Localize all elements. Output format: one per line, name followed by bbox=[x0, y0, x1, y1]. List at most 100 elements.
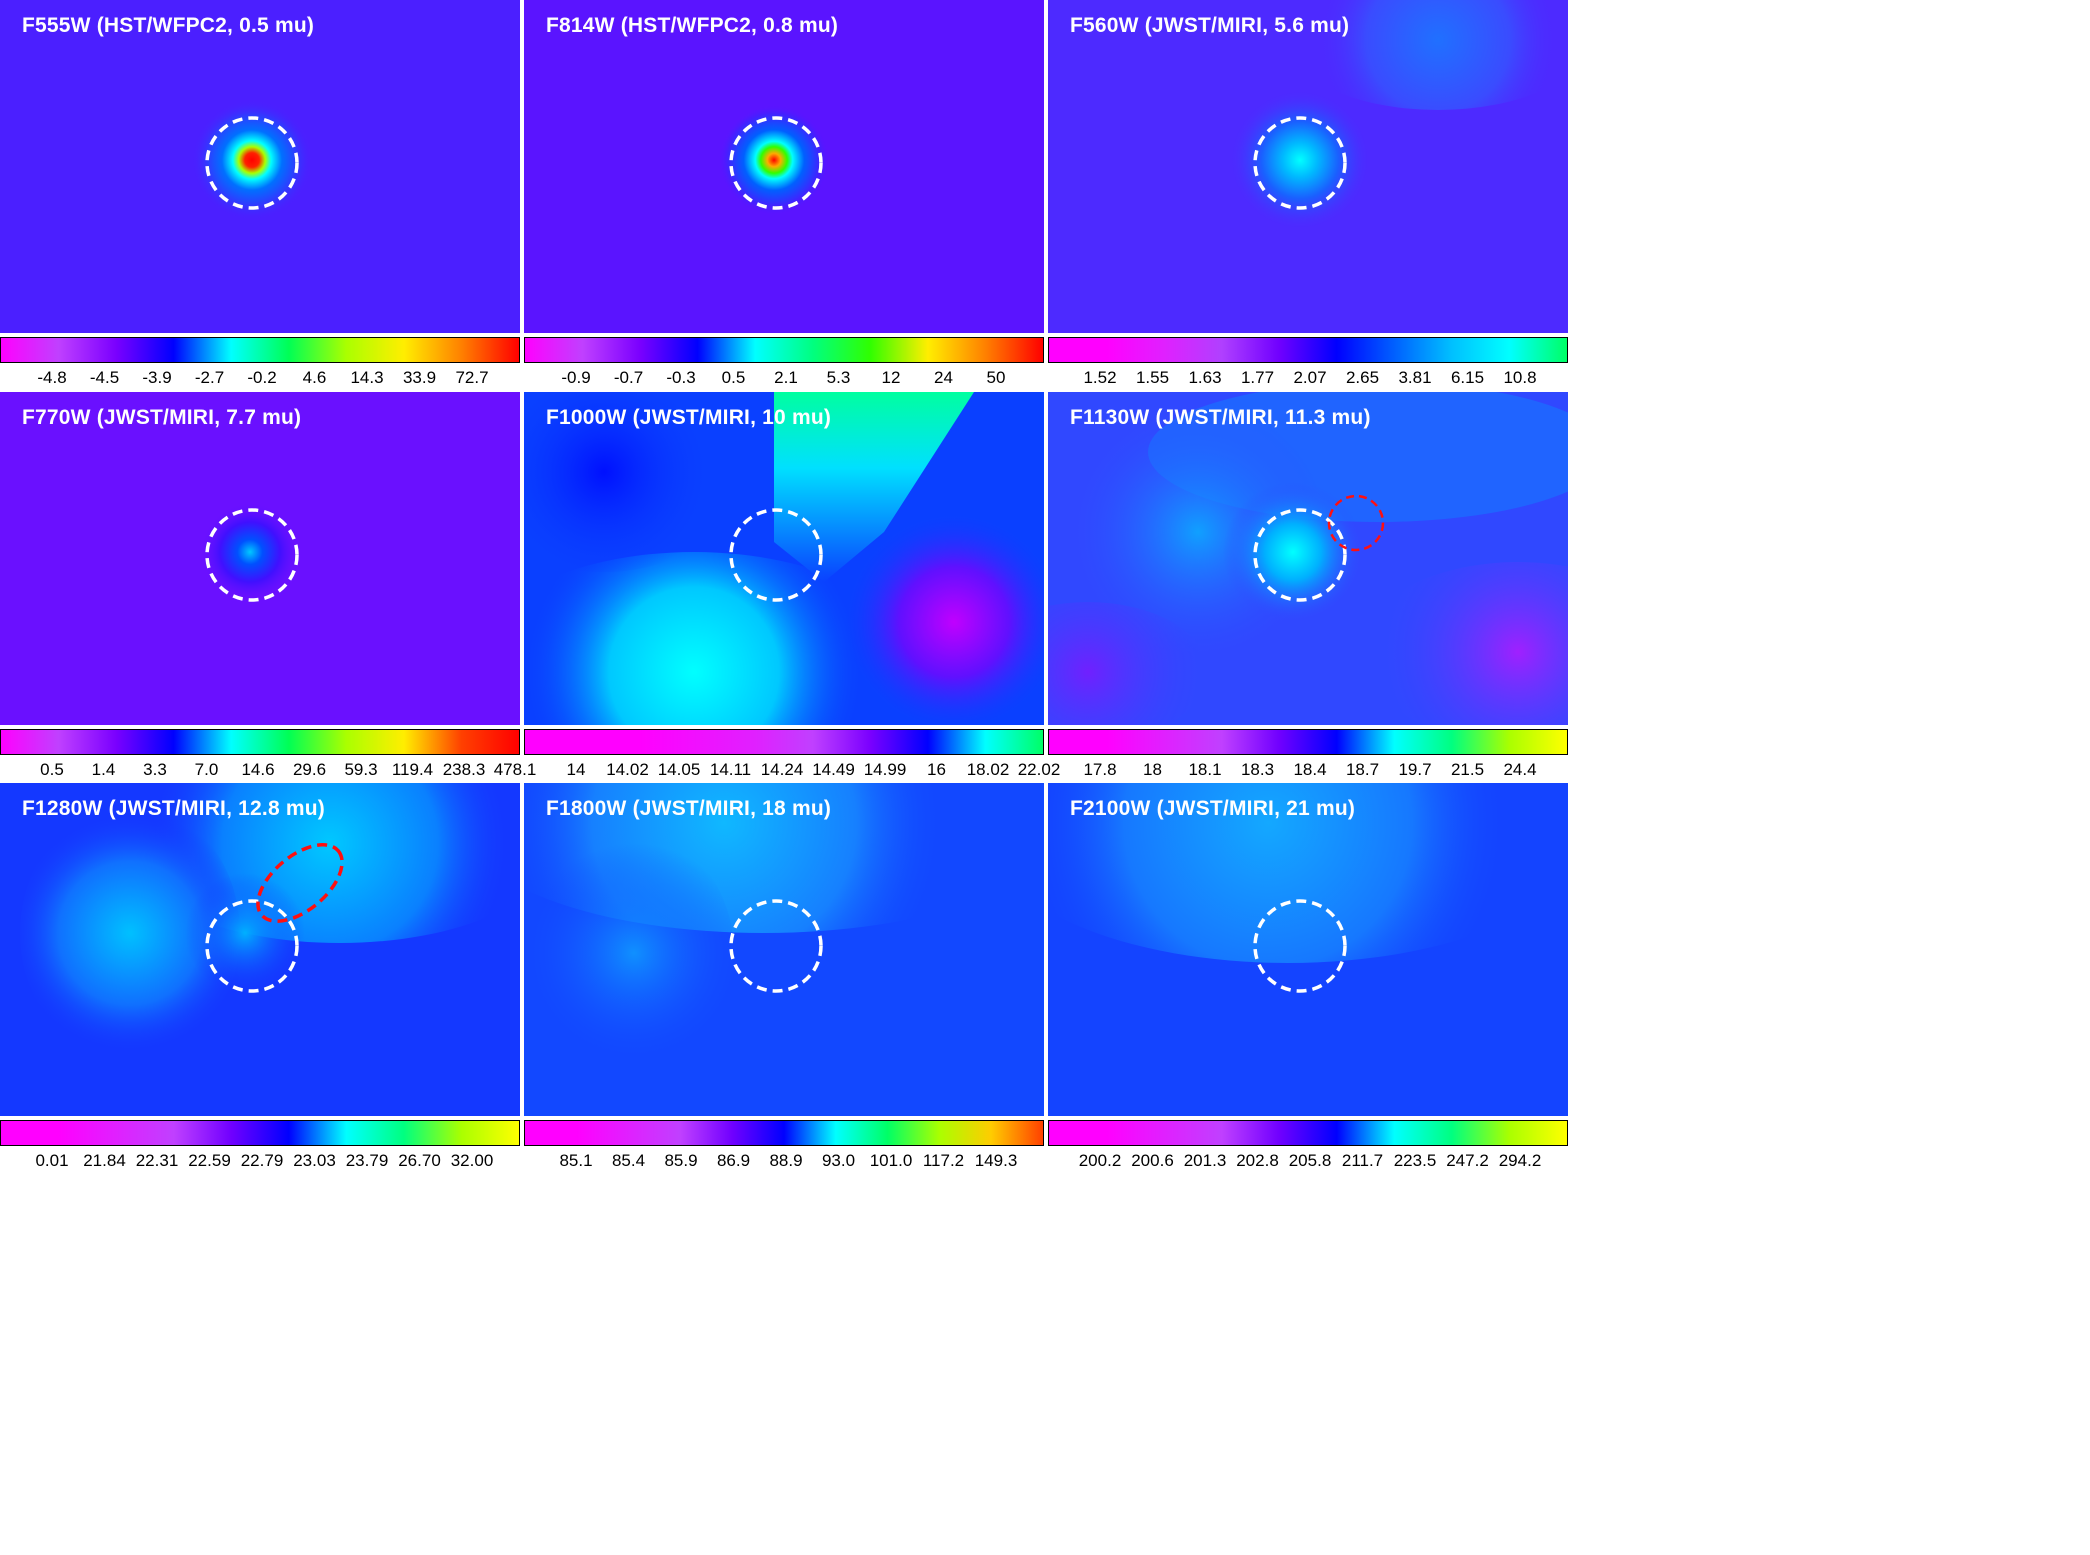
diffuse-emission bbox=[1048, 783, 1568, 963]
colorbar-tick-label: 294.2 bbox=[1498, 1151, 1542, 1170]
colorbar-ticks: 17.8 18 18.1 18.3 18.4 18.7 19.7 21.5 24.4 bbox=[1048, 760, 1568, 786]
colorbar bbox=[0, 337, 520, 363]
dim-region bbox=[1358, 562, 1568, 725]
dim-region bbox=[1048, 602, 1208, 725]
colorbar-tick-label: 101.0 bbox=[869, 1151, 913, 1170]
colorbar-tick-label: 21.84 bbox=[83, 1151, 126, 1170]
source-emission bbox=[1230, 90, 1370, 230]
colorbar-tick-label: 223.5 bbox=[1393, 1151, 1437, 1170]
aperture-circle bbox=[1253, 899, 1347, 993]
colorbar-tick-label: 23.03 bbox=[293, 1151, 336, 1170]
colorbar-tick-label: 32.00 bbox=[450, 1151, 494, 1170]
colorbar-tick-label: 201.3 bbox=[1183, 1151, 1227, 1170]
colorbar-tick-label: 22.02 bbox=[1017, 760, 1061, 779]
colorbar-tick-label: 1.52 bbox=[1083, 368, 1117, 387]
panel-title: F770W (JWST/MIRI, 7.7 mu) bbox=[22, 406, 302, 429]
panel-f1280w: F1280W (JWST/MIRI, 12.8 mu) bbox=[0, 783, 520, 1116]
panel-title: F1280W (JWST/MIRI, 12.8 mu) bbox=[22, 797, 325, 820]
colorbar-tick-label: 1.55 bbox=[1135, 368, 1170, 387]
panel-title: F560W (JWST/MIRI, 5.6 mu) bbox=[1070, 14, 1350, 37]
aperture-circle bbox=[1253, 116, 1347, 210]
panel-f1130w: F1130W (JWST/MIRI, 11.3 mu) bbox=[1048, 392, 1568, 725]
colorbar-tick-label: 200.2 bbox=[1078, 1151, 1122, 1170]
aperture-circle bbox=[205, 899, 299, 993]
colorbar-tick-label: 85.1 bbox=[559, 1151, 593, 1170]
colorbar bbox=[524, 337, 1044, 363]
colorbar-ticks: 0.01 21.84 22.31 22.59 22.79 23.03 23.79 26.70 3… bbox=[0, 1151, 520, 1177]
colorbar-tick-label: 19.7 bbox=[1398, 760, 1432, 779]
colorbar-tick-label: 18 bbox=[1143, 760, 1162, 779]
panel-title: F1800W (JWST/MIRI, 18 mu) bbox=[546, 797, 832, 820]
colorbar-tick-label: 50 bbox=[986, 368, 1006, 387]
colorbar bbox=[1048, 1120, 1568, 1146]
diffuse-emission bbox=[20, 803, 240, 1063]
colorbar-tick-label: 85.4 bbox=[611, 1151, 646, 1170]
colorbar-tick-label: 2.07 bbox=[1293, 368, 1327, 387]
colorbar-tick-label: 14.49 bbox=[812, 760, 855, 779]
colorbar-tick-label: 117.2 bbox=[922, 1151, 965, 1170]
source-emission bbox=[185, 873, 305, 993]
colorbar-ticks: -0.9 -0.7 -0.3 0.5 2.1 5.3 12 24 50 bbox=[524, 368, 1044, 394]
colorbar-tick-label: 22.59 bbox=[188, 1151, 231, 1170]
colorbar bbox=[1048, 337, 1568, 363]
colorbar-tick-label: 4.6 bbox=[302, 368, 327, 387]
aperture-circle bbox=[205, 116, 299, 210]
colorbar-tick-label: 14 bbox=[566, 760, 586, 779]
red-aperture-circle bbox=[1327, 494, 1385, 552]
image-f1000w bbox=[524, 392, 1044, 725]
colorbar-tick-label: 22.31 bbox=[135, 1151, 179, 1170]
image-f1130w bbox=[1048, 392, 1568, 725]
colorbar-ticks: -4.8 -4.5 -3.9 -2.7 -0.2 4.6 14.3 33.9 72.7 bbox=[0, 368, 520, 394]
image-f814w bbox=[524, 0, 1044, 333]
colorbar-tick-label: 18.1 bbox=[1188, 760, 1222, 779]
colorbar-tick-label: 1.63 bbox=[1188, 368, 1222, 387]
colorbar-tick-label: 18.02 bbox=[966, 760, 1010, 779]
colorbar-tick-label: 21.5 bbox=[1450, 760, 1485, 779]
colorbar-tick-label: 24.4 bbox=[1503, 760, 1537, 779]
colorbar-tick-label: -4.5 bbox=[89, 368, 120, 387]
colorbar-tick-label: 29.6 bbox=[292, 760, 327, 779]
diffuse-emission bbox=[1288, 0, 1568, 110]
panel-f1800w: F1800W (JWST/MIRI, 18 mu) bbox=[524, 783, 1044, 1116]
colorbar-tick-label: 0.5 bbox=[40, 760, 64, 779]
colorbar-tick-label: -4.8 bbox=[37, 368, 67, 387]
colorbar-ticks: 1.52 1.55 1.63 1.77 2.07 2.65 3.81 6.15 10.8 bbox=[1048, 368, 1568, 394]
panel-f770w: F770W (JWST/MIRI, 7.7 mu) bbox=[0, 392, 520, 725]
colorbar-tick-label: 14.05 bbox=[657, 760, 701, 779]
colorbar bbox=[524, 1120, 1044, 1146]
colorbar-tick-label: 1.4 bbox=[91, 760, 116, 779]
colorbar-tick-label: 12 bbox=[881, 368, 901, 387]
colorbar-tick-label: 238.3 bbox=[442, 760, 486, 779]
colorbar-tick-label: 2.65 bbox=[1345, 368, 1380, 387]
colorbar-tick-label: 59.3 bbox=[344, 760, 378, 779]
panel-title: F555W (HST/WFPC2, 0.5 mu) bbox=[22, 14, 315, 37]
diffuse-emission bbox=[534, 833, 734, 1073]
image-f1280w bbox=[0, 783, 520, 1116]
colorbar-tick-label: 26.70 bbox=[398, 1151, 441, 1170]
colorbar-tick-label: 6.15 bbox=[1450, 368, 1485, 387]
dim-region bbox=[844, 512, 1044, 725]
colorbar-tick-label: 14.24 bbox=[760, 760, 804, 779]
colorbar-tick-label: 10.8 bbox=[1503, 368, 1537, 387]
colorbar bbox=[0, 729, 520, 755]
panel-title: F814W (HST/WFPC2, 0.8 mu) bbox=[546, 14, 839, 37]
colorbar-tick-label: 5.3 bbox=[826, 368, 851, 387]
colorbar-tick-label: 200.6 bbox=[1131, 1151, 1174, 1170]
panel-title: F1000W (JWST/MIRI, 10 mu) bbox=[546, 406, 832, 429]
colorbar-tick-label: 14.3 bbox=[350, 368, 384, 387]
colorbar-tick-label: 22.79 bbox=[240, 1151, 284, 1170]
colorbar-tick-label: 7.0 bbox=[194, 760, 219, 779]
colorbar bbox=[524, 729, 1044, 755]
colorbar-tick-label: 202.8 bbox=[1236, 1151, 1279, 1170]
colorbar-tick-label: 2.1 bbox=[774, 368, 798, 387]
colorbar-tick-label: 247.2 bbox=[1446, 1151, 1489, 1170]
red-aperture-ellipse bbox=[256, 843, 344, 923]
image-f560w bbox=[1048, 0, 1568, 333]
panel-f555w: F555W (HST/WFPC2, 0.5 mu) bbox=[0, 0, 520, 333]
colorbar-tick-label: -3.9 bbox=[142, 368, 172, 387]
colorbar-ticks: 200.2 200.6 201.3 202.8 205.8 211.7 223.5 247.2… bbox=[1048, 1151, 1568, 1177]
colorbar-tick-label: -0.7 bbox=[613, 368, 644, 387]
colorbar-tick-label: 72.7 bbox=[455, 368, 489, 387]
colorbar-tick-label: 205.8 bbox=[1288, 1151, 1332, 1170]
panel-f560w: F560W (JWST/MIRI, 5.6 mu) bbox=[1048, 0, 1568, 333]
